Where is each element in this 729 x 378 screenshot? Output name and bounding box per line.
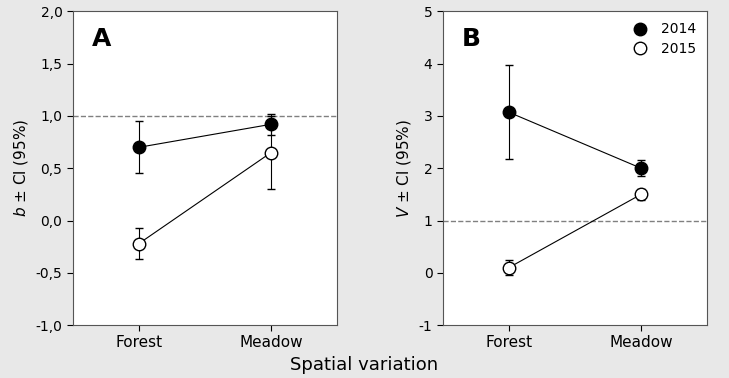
Y-axis label: $b$ ± Cl (95%): $b$ ± Cl (95%) xyxy=(12,119,30,217)
Text: Spatial variation: Spatial variation xyxy=(290,356,439,374)
Text: B: B xyxy=(461,27,480,51)
Text: A: A xyxy=(91,27,111,51)
Legend: 2014, 2015: 2014, 2015 xyxy=(622,18,700,60)
Y-axis label: $V$ ± Cl (95%): $V$ ± Cl (95%) xyxy=(395,119,413,218)
